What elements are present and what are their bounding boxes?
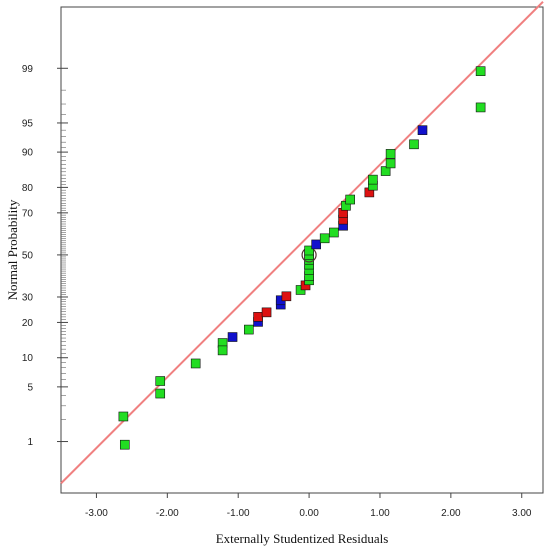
data-point-green [409,139,419,150]
y-tick-label: 99 [22,64,34,75]
data-point-green [385,158,396,169]
data-point-green [368,174,378,185]
y-axis-title: Normal Probability [5,199,20,300]
x-tick-label: 0.00 [299,508,319,519]
y-axis-ticks: 1 5 10 20 30 50 70 80 90 95 99 [22,64,68,448]
reference-line [60,1,544,485]
x-tick-label: -3.00 [85,508,108,519]
data-point-blue [417,125,428,135]
data-point-green [319,233,330,244]
data-point-green [380,166,391,176]
data-point-red [281,291,292,302]
y-tick-label: 20 [22,318,34,329]
data-point-red [253,312,263,322]
data-point-green [155,376,166,386]
y-tick-label: 95 [22,118,34,129]
data-point-green [475,66,486,76]
x-axis-ticks: -3.00 -2.00 -1.00 0.00 1.00 2.00 3.00 [85,493,532,519]
data-point-green [385,149,396,159]
y-tick-label: 30 [22,292,34,303]
x-tick-label: 3.00 [512,508,532,519]
data-points [118,66,486,450]
data-point-green [155,388,166,399]
y-tick-label: 70 [22,208,34,219]
data-point-green [304,245,314,256]
y-tick-label: 90 [22,148,34,159]
plot-frame [60,6,544,494]
y-tick-label: 80 [22,183,34,194]
data-point-green [475,102,486,113]
data-point-green [118,411,129,422]
data-point-green [190,358,201,369]
y-tick-label: 50 [22,250,34,261]
x-tick-label: 2.00 [441,508,461,519]
data-point-green [345,194,356,205]
y-tick-label: 1 [27,437,33,448]
data-point-blue [311,239,321,250]
data-point-green [217,345,228,356]
data-point-green [244,324,254,335]
x-tick-label: -1.00 [227,508,250,519]
data-point-green [119,439,130,450]
y-tick-label: 5 [27,382,33,393]
data-point-green [329,227,339,238]
x-axis-title: Externally Studentized Residuals [216,531,389,546]
data-point-red [261,307,272,318]
data-point-blue [227,332,238,342]
x-tick-label: 1.00 [370,508,390,519]
y-tick-label: 10 [22,353,34,364]
x-tick-label: -2.00 [156,508,179,519]
y-minor-ticks [61,89,66,420]
